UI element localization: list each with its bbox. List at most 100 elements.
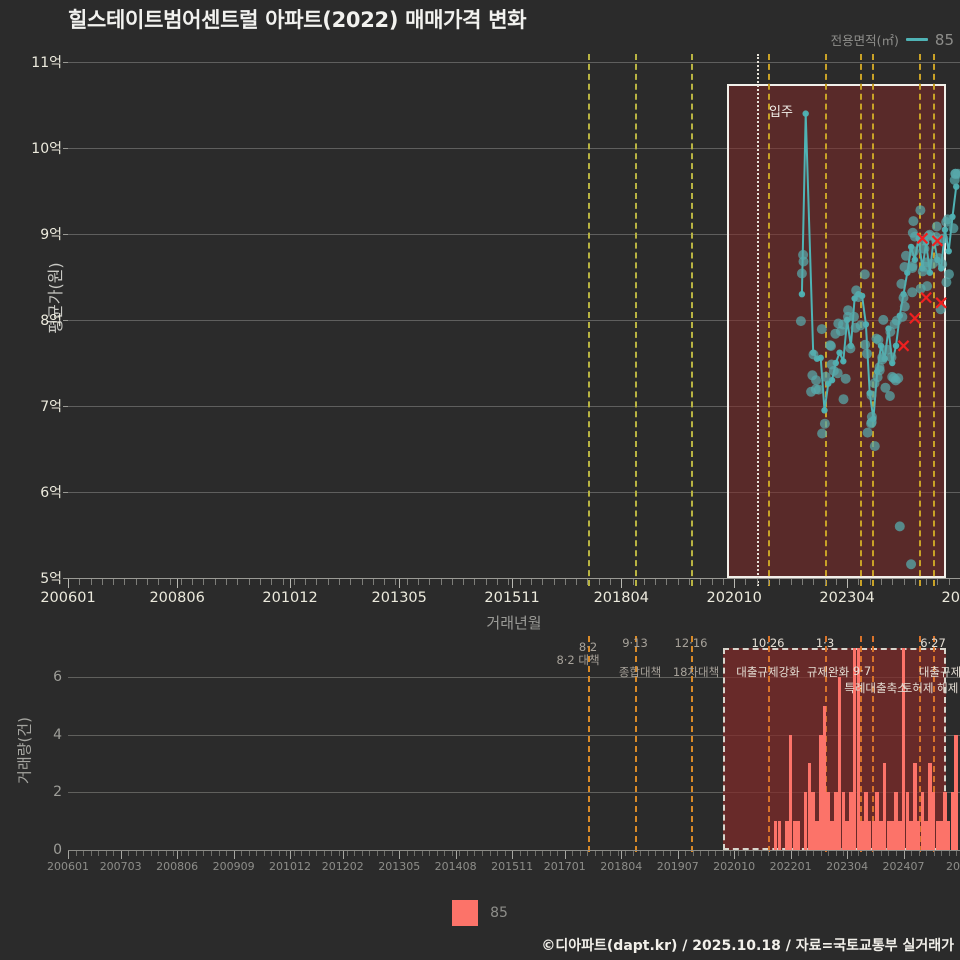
deal-point <box>816 324 827 335</box>
volume-axis-tick <box>557 851 559 856</box>
deal-point <box>877 352 888 363</box>
price-axis-tick <box>914 579 916 585</box>
volume-axis-tick <box>820 851 822 856</box>
volume-bar <box>950 792 955 850</box>
price-axis-tick <box>689 579 690 585</box>
volume-axis-tick <box>609 851 611 856</box>
policy-vline-bottom-10·26 <box>768 636 770 852</box>
price-axis-major-tick <box>734 579 736 588</box>
volume-chart-plot: 0 2 4 6 8·2 9·13 12·16 10·26 1·3 6·27 8·2 대책 종합대책 18… <box>53 636 960 858</box>
price-axis-tick <box>677 579 679 585</box>
price-point <box>802 110 809 117</box>
deal-point <box>927 258 938 269</box>
policy-label-bottom: 특례대출축소 <box>844 681 908 695</box>
volume-axis-tick <box>737 851 739 856</box>
volume-axis-tick <box>768 851 770 856</box>
price-ytick-label: 9억 <box>40 227 62 243</box>
volume-bar <box>826 792 831 850</box>
price-axis-tick <box>463 579 465 585</box>
volume-bar <box>954 734 958 850</box>
volume-axis-tick <box>700 851 702 856</box>
volume-axis-tick <box>384 851 386 856</box>
price-axis-line <box>68 578 960 579</box>
volume-axis-label: 200703 <box>99 860 142 873</box>
volume-axis-major-tick <box>68 851 69 859</box>
price-point <box>892 342 900 349</box>
volume-ytick-label: 6 <box>53 668 62 685</box>
footer-credit: ©디아파트(dapt.kr) / 2025.10.18 / 자료=국토교통부 실… <box>541 938 954 954</box>
legend-line-icon <box>905 38 928 41</box>
price-gridline <box>68 148 960 149</box>
deal-point <box>942 214 953 225</box>
deal-point <box>886 352 897 363</box>
price-chart-legend: 전용면적(㎡) 85 <box>831 30 954 49</box>
volume-bar <box>890 821 895 850</box>
volume-axis-tick <box>188 851 190 856</box>
volume-axis-tick <box>143 851 145 856</box>
price-axis-label: 2025 <box>941 590 960 606</box>
price-axis-tick <box>598 579 600 585</box>
volume-axis-label: 201907 <box>656 860 699 873</box>
price-axis-tick <box>711 579 713 585</box>
volume-axis-tick <box>655 851 657 856</box>
volume-chart-legend: 85 <box>0 900 960 926</box>
deal-point <box>866 417 877 428</box>
volume-axis-tick <box>451 851 453 856</box>
volume-axis-tick <box>83 851 85 856</box>
volume-axis-major-tick <box>847 851 849 859</box>
price-axis-tick <box>564 579 566 585</box>
volume-bar <box>871 821 876 850</box>
legend-caption: 전용면적(㎡) <box>830 33 899 48</box>
price-axis-tick <box>768 579 770 585</box>
price-axis-tick <box>813 579 815 585</box>
cancelled-deal-marker <box>897 340 910 352</box>
volume-axis-label: 202304 <box>826 860 869 873</box>
volume-axis-tick <box>632 851 634 856</box>
volume-bar <box>905 792 910 850</box>
price-axis-tick <box>271 579 273 585</box>
price-axis-tick <box>926 579 928 585</box>
deal-point <box>851 285 862 296</box>
price-axis-tick <box>192 579 194 585</box>
deal-point <box>817 428 828 439</box>
volume-axis-tick <box>248 851 250 856</box>
deal-point <box>855 320 866 331</box>
volume-axis-label: 201305 <box>378 860 421 873</box>
volume-axis-tick <box>617 851 619 856</box>
volume-axis-tick <box>828 851 830 856</box>
volume-axis-major-tick <box>120 851 122 859</box>
volume-axis-tick <box>444 851 446 856</box>
volume-axis-major-tick <box>177 851 179 859</box>
deal-point <box>881 344 892 355</box>
policy-vline-bottom-특례대출축소 <box>872 636 874 852</box>
price-axis-major-tick <box>512 579 514 588</box>
volume-bar <box>807 763 812 850</box>
deal-point <box>872 372 883 383</box>
legend-swatch-icon <box>452 900 479 926</box>
volume-axis-tick <box>211 851 213 856</box>
volume-bar <box>856 648 861 850</box>
price-axis-tick <box>406 579 408 585</box>
price-chart-xlabel: 거래년월 <box>486 614 542 632</box>
price-ytick-label: 11억 <box>31 55 62 71</box>
volume-bar <box>788 734 793 850</box>
price-axis-tick <box>869 579 871 585</box>
deal-point <box>880 382 891 393</box>
price-point <box>817 354 824 362</box>
price-ytick-mark <box>63 234 68 235</box>
price-point <box>945 248 952 255</box>
price-axis-tick <box>113 579 115 585</box>
move-in-label: 입주 <box>769 104 793 120</box>
volume-axis-tick <box>730 851 732 856</box>
volume-bar <box>864 792 868 850</box>
volume-axis-major-tick <box>903 851 905 859</box>
volume-axis-tick <box>625 851 627 856</box>
deal-point <box>873 334 884 345</box>
volume-axis-label: 200806 <box>156 860 199 873</box>
price-axis-tick <box>440 579 442 585</box>
price-axis-tick <box>937 579 939 585</box>
price-gridline <box>68 62 960 63</box>
price-axis-label: 201012 <box>262 590 318 606</box>
cancelled-deal-marker <box>916 232 929 245</box>
